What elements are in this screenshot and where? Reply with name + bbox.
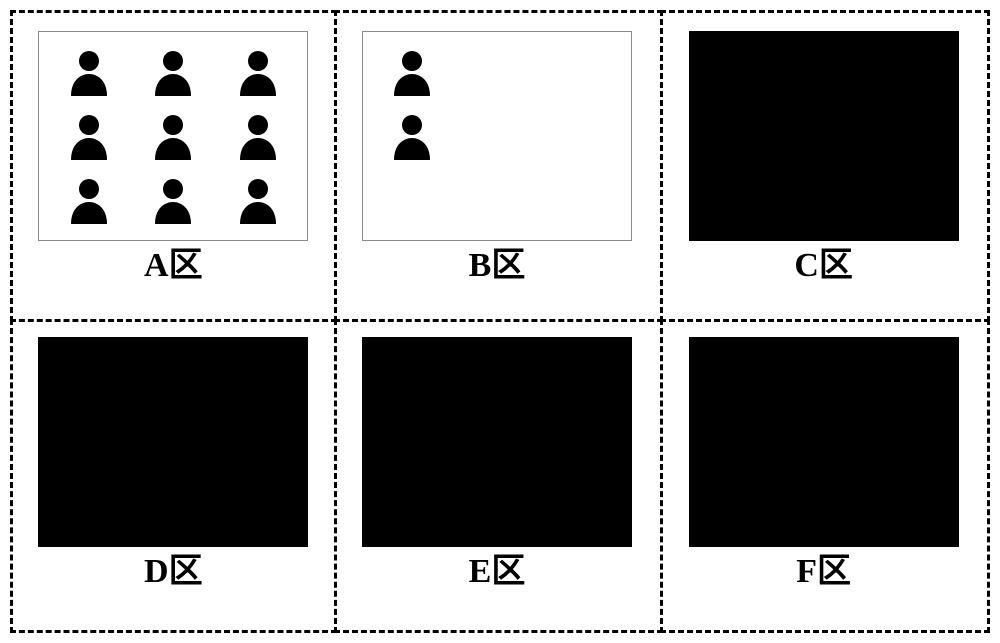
person-icon	[67, 112, 111, 160]
zone-cell-e: E区	[334, 319, 664, 634]
zone-box-d	[38, 337, 308, 547]
person-icon	[67, 176, 111, 224]
zone-box-f	[689, 337, 959, 547]
diagram-canvas: A区 B区 C区 D区 E区	[0, 0, 1000, 643]
zone-box-a	[38, 31, 308, 241]
person-icon	[236, 48, 280, 96]
people-grid-a	[39, 32, 307, 240]
person-icon	[67, 48, 111, 96]
zone-label-c: C区	[794, 247, 853, 284]
zone-cell-d: D区	[10, 319, 337, 634]
people-grid-b	[363, 32, 631, 240]
zone-cell-a: A区	[10, 10, 337, 322]
zone-cell-c: C区	[660, 10, 990, 322]
zone-label-d: D区	[144, 553, 203, 590]
zone-label-e: E区	[469, 553, 526, 590]
person-icon	[390, 48, 434, 96]
person-icon	[151, 176, 195, 224]
zone-label-f: F区	[796, 553, 851, 590]
person-icon	[390, 112, 434, 160]
zone-label-a: A区	[144, 247, 203, 284]
person-icon	[236, 112, 280, 160]
zone-cell-b: B区	[334, 10, 664, 322]
zone-box-c	[689, 31, 959, 241]
person-icon	[236, 176, 280, 224]
zone-label-b: B区	[469, 247, 526, 284]
person-icon	[151, 112, 195, 160]
zone-box-b	[362, 31, 632, 241]
zone-box-e	[362, 337, 632, 547]
person-icon	[151, 48, 195, 96]
zone-cell-f: F区	[660, 319, 990, 634]
zone-grid: A区 B区 C区 D区 E区	[10, 10, 990, 633]
